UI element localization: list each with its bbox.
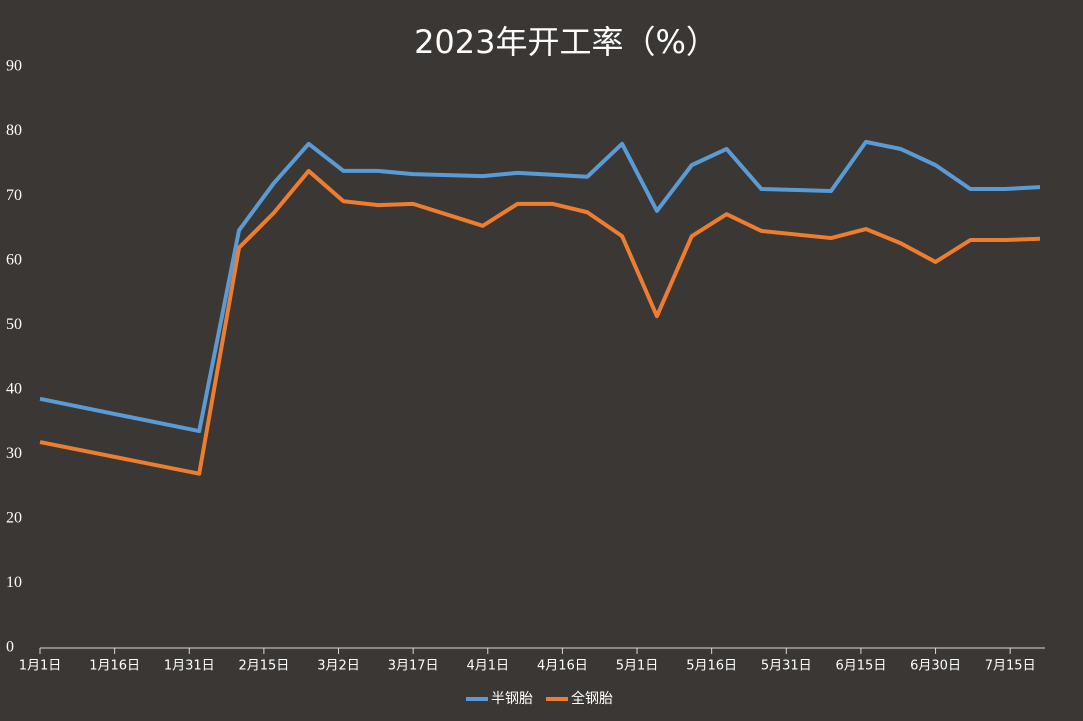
x-tick-label: 5月16日 — [686, 659, 737, 674]
x-tick-label: 6月15日 — [836, 659, 887, 674]
legend-label: 全钢胎 — [571, 690, 613, 707]
x-tick-label: 1月16日 — [89, 659, 140, 674]
y-tick-label: 0 — [6, 639, 14, 656]
x-tick-label: 4月16日 — [537, 659, 588, 674]
y-tick-label: 70 — [6, 187, 22, 204]
line-series — [39, 168, 1041, 476]
x-tick-label: 6月30日 — [910, 659, 961, 674]
x-tick-label: 4月1日 — [466, 659, 509, 674]
x-tick-label: 1月1日 — [19, 659, 62, 674]
x-tick-label: 5月31日 — [761, 659, 812, 674]
x-tick-label: 3月2日 — [317, 659, 360, 674]
x-tick-label: 7月15日 — [985, 659, 1036, 674]
x-tick-label: 3月17日 — [388, 659, 439, 674]
y-tick-label: 50 — [6, 316, 22, 333]
legend-label: 半钢胎 — [491, 691, 533, 707]
y-tick-label: 60 — [6, 251, 22, 268]
chart-title: 2023年开工率（%） — [414, 23, 718, 61]
y-tick-label: 90 — [6, 58, 22, 75]
y-tick-label: 10 — [6, 574, 22, 591]
x-tick-label: 5月1日 — [616, 659, 659, 674]
y-tick-label: 80 — [6, 122, 22, 139]
line-series — [39, 139, 1041, 434]
y-tick-label: 20 — [6, 510, 22, 527]
x-tick-label: 1月31日 — [164, 659, 215, 674]
y-tick-label: 40 — [6, 380, 22, 397]
x-tick-label: 2月15日 — [238, 659, 289, 674]
y-tick-label: 30 — [6, 445, 22, 462]
